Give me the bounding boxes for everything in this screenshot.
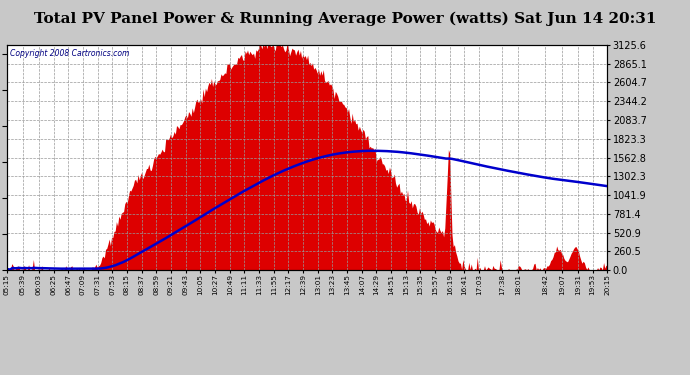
Text: Copyright 2008 Cartronics.com: Copyright 2008 Cartronics.com: [10, 50, 129, 58]
Text: Total PV Panel Power & Running Average Power (watts) Sat Jun 14 20:31: Total PV Panel Power & Running Average P…: [34, 11, 656, 26]
